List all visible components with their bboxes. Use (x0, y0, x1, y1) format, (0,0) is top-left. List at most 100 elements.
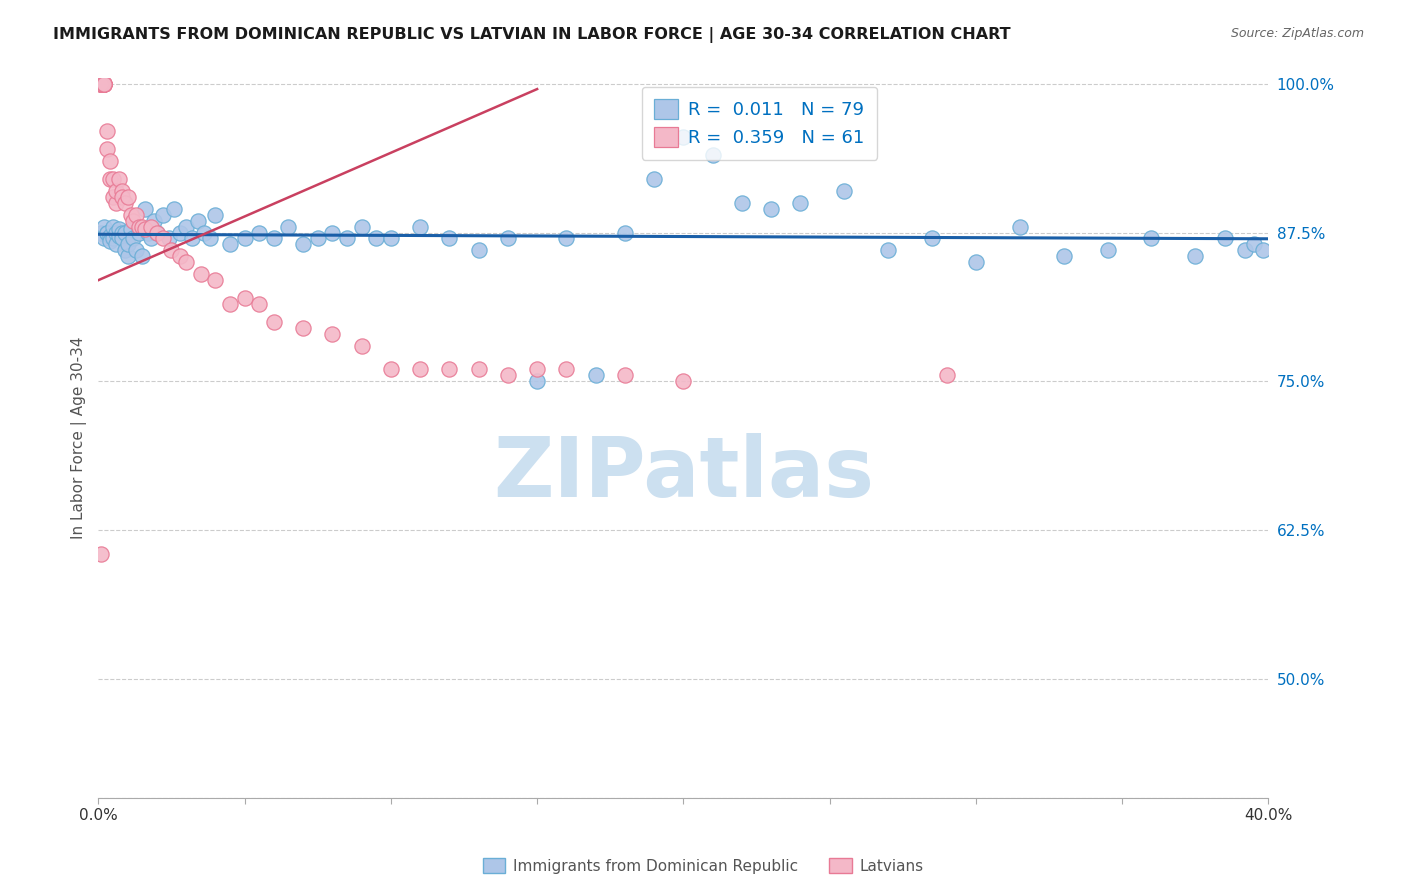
Point (292, 320, 315, 334)
Point (152, 231, 174, 245)
Point (93, 77, 115, 91)
Point (93, 219, 115, 234)
Point (101, 231, 124, 245)
Point (96, 226, 118, 240)
Point (93, 77, 115, 91)
Point (174, 219, 197, 234)
Text: IMMIGRANTS FROM DOMINICAN REPUBLIC VS LATVIAN IN LABOR FORCE | AGE 30-34 CORRELA: IMMIGRANTS FROM DOMINICAN REPUBLIC VS LA… (53, 27, 1011, 43)
Point (131, 219, 153, 234)
Point (350, 219, 373, 234)
Point (1234, 244, 1257, 258)
Text: Source: ZipAtlas.com: Source: ZipAtlas.com (1230, 27, 1364, 40)
Point (1008, 219, 1031, 234)
Point (157, 231, 180, 245)
Point (247, 297, 270, 311)
Point (174, 255, 197, 269)
Point (90, 77, 112, 91)
Point (555, 362, 578, 376)
Point (409, 362, 432, 376)
Point (292, 237, 315, 252)
Point (921, 231, 943, 245)
Point (120, 222, 142, 236)
Point (111, 226, 134, 240)
Point (380, 362, 402, 376)
Point (233, 291, 256, 305)
Point (181, 231, 204, 245)
Point (1140, 231, 1163, 245)
Point (98, 234, 121, 248)
Point (336, 231, 359, 245)
Point (169, 226, 191, 240)
Point (467, 244, 489, 258)
Point (114, 226, 136, 240)
Point (96, 142, 118, 156)
Point (108, 172, 131, 186)
Point (128, 226, 150, 240)
Point (117, 237, 139, 252)
Point (789, 195, 811, 210)
Legend: R =  0.011   N = 79, R =  0.359   N = 61: R = 0.011 N = 79, R = 0.359 N = 61 (641, 87, 877, 160)
Point (122, 213, 145, 227)
Point (111, 231, 134, 245)
Point (114, 244, 136, 258)
Point (672, 130, 695, 145)
Point (98, 154, 121, 169)
Point (90, 77, 112, 91)
Point (111, 190, 134, 204)
Point (90, 77, 112, 91)
Point (134, 202, 156, 216)
Point (128, 219, 150, 234)
Point (104, 184, 127, 198)
Point (93, 77, 115, 91)
Point (117, 190, 139, 204)
Point (146, 226, 169, 240)
Point (93, 77, 115, 91)
Point (90, 77, 112, 91)
Point (98, 172, 121, 186)
Point (134, 222, 156, 236)
Point (1053, 249, 1076, 263)
Point (965, 255, 987, 269)
Point (613, 226, 636, 240)
Point (643, 172, 665, 186)
Point (136, 226, 159, 240)
Y-axis label: In Labor Force | Age 30-34: In Labor Force | Age 30-34 (72, 336, 87, 539)
Point (1251, 244, 1274, 258)
Point (104, 237, 127, 252)
Point (204, 273, 226, 287)
Point (90, 226, 112, 240)
Point (219, 297, 242, 311)
Point (439, 362, 461, 376)
Point (90, 77, 112, 91)
Point (409, 219, 432, 234)
Point (108, 229, 131, 244)
Point (93, 77, 115, 91)
Point (247, 226, 270, 240)
Point (613, 368, 636, 383)
Point (832, 184, 855, 198)
Point (96, 124, 118, 138)
Point (90, 547, 112, 561)
Point (585, 368, 607, 383)
Point (263, 231, 285, 245)
Point (90, 77, 112, 91)
Point (555, 231, 578, 245)
Point (125, 244, 148, 258)
Point (108, 222, 131, 236)
Point (1243, 237, 1265, 252)
Point (193, 226, 215, 240)
Text: ZIPatlas: ZIPatlas (494, 434, 875, 515)
Point (1213, 231, 1236, 245)
Point (125, 208, 148, 222)
Point (146, 226, 169, 240)
Point (142, 213, 165, 227)
Point (380, 231, 402, 245)
Point (187, 213, 209, 227)
Point (219, 237, 242, 252)
Point (152, 208, 174, 222)
Point (90, 77, 112, 91)
Point (131, 249, 153, 263)
Point (277, 219, 299, 234)
Point (190, 267, 212, 281)
Point (120, 208, 142, 222)
